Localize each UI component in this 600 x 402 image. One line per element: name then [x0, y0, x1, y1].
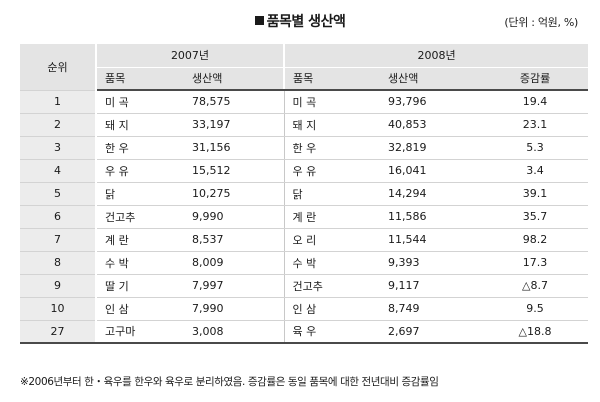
table-title-text: 품목별 생산액	[266, 14, 346, 30]
cell-item-2007: 닭	[96, 182, 184, 206]
cell-item-2008: 우 유	[284, 159, 380, 183]
header-item-2008: 품목	[284, 67, 380, 91]
cell-value-2008: 40,853	[380, 113, 482, 137]
cell-rank: 8	[20, 251, 97, 275]
cell-item-2008: 건고추	[284, 274, 380, 298]
table-header: 순위 2007년 2008년 품목 생산액 품목 생산액 증감률	[20, 44, 589, 91]
cell-value-2007: 3,008	[184, 320, 285, 344]
cell-change-2008: 19.4	[482, 90, 589, 114]
cell-rank: 6	[20, 205, 97, 229]
cell-value-2008: 16,041	[380, 159, 482, 183]
cell-item-2007: 계 란	[96, 228, 184, 252]
cell-change-2008: 3.4	[482, 159, 589, 183]
cell-change-2008: △18.8	[482, 320, 589, 344]
footnote: ※2006년부터 한・육우를 한우와 육우로 분리하였음. 증감률은 동일 품목…	[20, 376, 439, 388]
cell-value-2008: 11,586	[380, 205, 482, 229]
cell-item-2008: 미 곡	[284, 90, 380, 114]
cell-item-2007: 수 박	[96, 251, 184, 275]
cell-item-2008: 오 리	[284, 228, 380, 252]
cell-value-2007: 31,156	[184, 136, 285, 160]
cell-item-2008: 수 박	[284, 251, 380, 275]
header-rank: 순위	[20, 44, 97, 91]
table-row: 5 닭 10,275 닭 14,294 39.1	[20, 182, 589, 206]
cell-value-2008: 11,544	[380, 228, 482, 252]
cell-value-2007: 7,990	[184, 297, 285, 321]
table-row: 6 건고추 9,990 계 란 11,586 35.7	[20, 205, 589, 229]
cell-item-2007: 딸 기	[96, 274, 184, 298]
cell-value-2007: 7,997	[184, 274, 285, 298]
cell-item-2007: 돼 지	[96, 113, 184, 137]
cell-rank: 3	[20, 136, 97, 160]
cell-item-2008: 계 란	[284, 205, 380, 229]
cell-rank: 9	[20, 274, 97, 298]
cell-item-2008: 인 삼	[284, 297, 380, 321]
cell-value-2008: 8,749	[380, 297, 482, 321]
cell-change-2008: 23.1	[482, 113, 589, 137]
header-row-columns: 품목 생산액 품목 생산액 증감률	[20, 67, 589, 91]
header-value-2007: 생산액	[184, 67, 285, 91]
cell-item-2007: 한 우	[96, 136, 184, 160]
cell-item-2007: 인 삼	[96, 297, 184, 321]
cell-item-2007: 우 유	[96, 159, 184, 183]
cell-rank: 27	[20, 320, 97, 344]
cell-value-2008: 32,819	[380, 136, 482, 160]
cell-item-2007: 고구마	[96, 320, 184, 344]
cell-rank: 4	[20, 159, 97, 183]
cell-item-2008: 닭	[284, 182, 380, 206]
cell-value-2007: 78,575	[184, 90, 285, 114]
cell-item-2008: 육 우	[284, 320, 380, 344]
header-change-2008: 증감률	[482, 67, 589, 91]
cell-item-2007: 건고추	[96, 205, 184, 229]
cell-value-2007: 10,275	[184, 182, 285, 206]
cell-value-2007: 8,009	[184, 251, 285, 275]
table-row: 10 인 삼 7,990 인 삼 8,749 9.5	[20, 297, 589, 321]
cell-value-2008: 9,117	[380, 274, 482, 298]
cell-change-2008: 17.3	[482, 251, 589, 275]
cell-change-2008: 35.7	[482, 205, 589, 229]
cell-item-2007: 미 곡	[96, 90, 184, 114]
cell-change-2008: 5.3	[482, 136, 589, 160]
table-row: 27 고구마 3,008 육 우 2,697 △18.8	[20, 320, 589, 344]
cell-value-2007: 15,512	[184, 159, 285, 183]
cell-value-2008: 9,393	[380, 251, 482, 275]
cell-change-2008: 9.5	[482, 297, 589, 321]
header-value-2008: 생산액	[380, 67, 482, 91]
cell-rank: 2	[20, 113, 97, 137]
cell-value-2007: 33,197	[184, 113, 285, 137]
unit-label: (단위 : 억원, %)	[504, 16, 578, 29]
cell-rank: 10	[20, 297, 97, 321]
table-title: 품목별 생산액	[0, 11, 600, 31]
header-year-2008: 2008년	[284, 44, 589, 68]
cell-value-2008: 2,697	[380, 320, 482, 344]
cell-value-2007: 8,537	[184, 228, 285, 252]
cell-change-2008: △8.7	[482, 274, 589, 298]
square-bullet-icon	[254, 16, 264, 25]
cell-rank: 7	[20, 228, 97, 252]
cell-value-2007: 9,990	[184, 205, 285, 229]
cell-rank: 1	[20, 90, 97, 114]
cell-value-2008: 93,796	[380, 90, 482, 114]
cell-change-2008: 98.2	[482, 228, 589, 252]
header-year-2007: 2007년	[96, 44, 285, 68]
cell-item-2008: 돼 지	[284, 113, 380, 137]
header-item-2007: 품목	[96, 67, 184, 91]
cell-item-2008: 한 우	[284, 136, 380, 160]
cell-value-2008: 14,294	[380, 182, 482, 206]
header-row-years: 순위 2007년 2008년	[20, 44, 589, 91]
cell-rank: 5	[20, 182, 97, 206]
cell-change-2008: 39.1	[482, 182, 589, 206]
